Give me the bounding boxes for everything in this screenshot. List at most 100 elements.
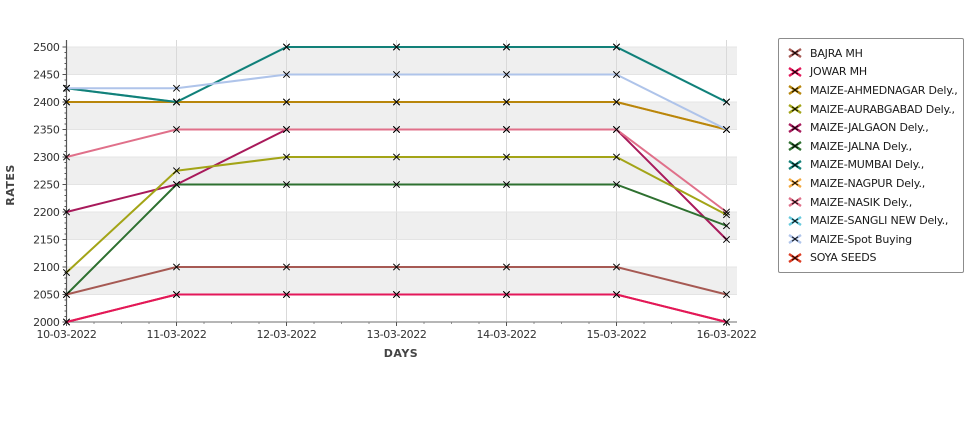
x-marker xyxy=(392,180,401,189)
legend-item-maize-nasik-dely[interactable]: MAIZE-NASIK Dely., xyxy=(788,193,955,212)
x-marker xyxy=(612,290,621,299)
x-marker xyxy=(722,125,731,134)
x-marker xyxy=(612,263,621,271)
y-tick-label: 2500 xyxy=(33,41,60,54)
x-marker xyxy=(722,208,731,216)
legend-label: MAIZE-MUMBAI Dely., xyxy=(810,158,924,172)
plot-band xyxy=(66,267,737,295)
x-marker xyxy=(62,290,71,299)
legend-item-maize-sangli-new-dely[interactable]: MAIZE-SANGLI NEW Dely., xyxy=(788,211,955,230)
x-marker xyxy=(392,70,401,79)
axis-ticks xyxy=(62,46,727,326)
legend-item-maize-jalgaon-dely[interactable]: MAIZE-JALGAON Dely., xyxy=(788,118,955,137)
plot-band xyxy=(66,47,737,75)
x-marker xyxy=(172,180,181,189)
legend-label: SOYA SEEDS xyxy=(810,251,877,265)
x-marker xyxy=(612,125,621,134)
series-maize-nasik-dely xyxy=(62,125,731,216)
legend-x-marker-icon xyxy=(788,252,802,263)
x-marker xyxy=(62,318,71,326)
x-marker xyxy=(172,167,181,175)
x-marker xyxy=(282,290,291,299)
y-axis-title: RATES xyxy=(4,164,17,206)
y-tick-label: 2450 xyxy=(33,69,60,82)
x-marker xyxy=(722,290,731,299)
legend-x-marker-icon xyxy=(788,122,802,133)
series-maize-jalna-dely xyxy=(62,180,731,299)
y-tick-label: 2050 xyxy=(33,289,60,302)
legend-label: MAIZE-JALGAON Dely., xyxy=(810,121,929,135)
x-marker xyxy=(612,70,621,79)
x-marker xyxy=(282,125,291,134)
x-marker xyxy=(62,268,71,277)
x-marker xyxy=(722,98,731,106)
y-tick-label: 2400 xyxy=(33,96,60,109)
x-marker xyxy=(392,98,401,106)
legend-label: MAIZE-AURABGABAD Dely., xyxy=(810,102,955,116)
legend-x-marker-icon xyxy=(788,104,802,115)
x-marker xyxy=(502,70,511,79)
x-marker xyxy=(392,290,401,299)
legend-label: MAIZE-NASIK Dely., xyxy=(810,195,913,209)
x-marker xyxy=(172,263,181,271)
x-tick-label: 16-03-2022 xyxy=(697,328,757,341)
legend-item-soya-seeds[interactable]: SOYA SEEDS xyxy=(788,249,955,268)
tick-labels: 2000 2050 2100 2150 2200 2250 2300 2350 2400 2450… xyxy=(33,41,757,341)
series-jowar-mh xyxy=(62,290,731,326)
x-marker xyxy=(282,43,291,51)
legend-item-maize-jalna-dely[interactable]: MAIZE-JALNA Dely., xyxy=(788,137,955,156)
x-marker xyxy=(612,153,621,161)
x-marker xyxy=(172,84,181,92)
x-marker xyxy=(392,263,401,271)
legend-x-marker-icon xyxy=(788,66,802,77)
x-marker xyxy=(62,84,71,92)
x-marker xyxy=(172,290,181,299)
x-marker xyxy=(282,70,291,79)
plot-band xyxy=(66,212,737,240)
legend-item-maize-ahmednagar-dely[interactable]: MAIZE-AHMEDNAGAR Dely., xyxy=(788,81,958,100)
legend-item-maize-mumbai-dely[interactable]: MAIZE-MUMBAI Dely., xyxy=(788,156,955,175)
legend-x-marker-icon xyxy=(788,234,802,245)
x-marker xyxy=(502,98,511,106)
legend-item-maize-aurabgabad-dely[interactable]: MAIZE-AURABGABAD Dely., xyxy=(788,100,955,119)
legend-box: BAJRA MH JOWAR MH MAIZE-AHMEDNAGAR Dely., M… xyxy=(778,38,964,274)
x-marker xyxy=(392,43,401,51)
legend-label: JOWAR MH xyxy=(810,65,868,79)
series-maize-spot-buying xyxy=(62,70,731,134)
y-tick-label: 2200 xyxy=(33,206,60,219)
axes xyxy=(65,40,737,323)
legend-x-marker-icon xyxy=(788,85,802,96)
x-marker xyxy=(392,125,401,134)
legend-item-maize-nagpur-dely[interactable]: MAIZE-NAGPUR Dely., xyxy=(788,174,955,193)
series-bajra-mh xyxy=(62,263,731,299)
series-maize-aurabgabad-dely xyxy=(62,153,731,277)
x-axis-title: DAYS xyxy=(384,347,418,360)
y-tick-label: 2000 xyxy=(33,316,60,329)
x-marker xyxy=(502,43,511,51)
legend-item-bajra-mh[interactable]: BAJRA MH xyxy=(788,44,955,63)
legend-x-marker-icon xyxy=(788,197,802,208)
x-marker xyxy=(62,98,71,106)
plot-band xyxy=(66,102,737,130)
x-marker xyxy=(722,235,731,244)
x-marker xyxy=(282,180,291,189)
x-marker xyxy=(62,208,71,216)
x-marker xyxy=(282,153,291,161)
x-marker xyxy=(722,211,731,219)
x-marker xyxy=(612,180,621,189)
series-maize-mumbai-dely xyxy=(62,43,731,106)
legend-item-maize-spot-buying[interactable]: MAIZE-Spot Buying xyxy=(788,230,955,249)
legend-x-marker-icon xyxy=(788,141,802,152)
x-tick-label: 10-03-2022 xyxy=(37,328,97,341)
x-marker xyxy=(172,98,181,106)
y-tick-label: 2150 xyxy=(33,234,60,247)
x-marker xyxy=(392,153,401,161)
x-marker xyxy=(502,153,511,161)
x-marker xyxy=(502,180,511,189)
legend-item-jowar-mh[interactable]: JOWAR MH xyxy=(788,63,955,82)
x-tick-label: 14-03-2022 xyxy=(477,328,537,341)
x-tick-label: 15-03-2022 xyxy=(587,328,647,341)
x-marker xyxy=(502,290,511,299)
